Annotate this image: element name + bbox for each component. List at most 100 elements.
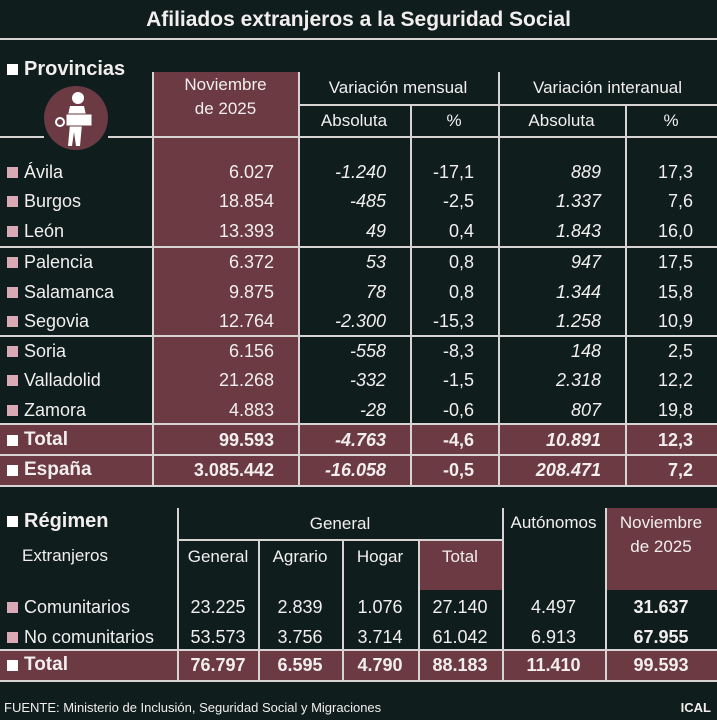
table-cell: 15,8 [657,281,693,302]
table-cell: 807 [570,399,601,420]
header-autonomos: Autónomos [510,513,597,532]
row-name: Soria [24,340,67,361]
table-cell: 10,9 [657,310,693,331]
bullet-icon [7,195,18,207]
row-label: León [0,216,64,246]
page-title: Afiliados extranjeros a la Seguridad Soc… [0,0,717,40]
table-cell: -332 [349,369,386,390]
table-cell: 67.955 [633,626,689,647]
table-cell: -17,1 [432,161,474,182]
month-column-bg [153,72,298,424]
bullet-icon [7,345,18,357]
row-label: Soria [0,336,66,366]
table-cell: 2,5 [667,340,693,361]
bullet-icon [7,434,18,446]
header-general-group: General [309,514,371,533]
table-cell: 61.042 [432,626,488,647]
table-cell: 19,8 [657,399,693,420]
worker-with-toolbox-icon [44,86,108,150]
source-note: FUENTE: Ministerio de Inclusión, Segurid… [4,700,382,715]
brand-logo: ICAL [680,700,711,715]
row-name: España [24,459,92,480]
bullet-icon [7,464,18,476]
bullet-icon [7,256,18,268]
table-cell: 1.258 [555,310,601,331]
header-mensual: Variación mensual [328,78,468,97]
table-cell: 76.797 [190,654,246,675]
table-cell: 2.839 [277,596,323,617]
table-cell: 0,8 [448,251,474,272]
table-cell: 3.085.442 [193,459,274,480]
table-cell: 99.593 [218,429,274,450]
row-name: Comunitarios [24,596,131,617]
row-name: Valladolid [24,369,101,390]
table-cell: 0,4 [448,220,474,241]
table-cell: 16,0 [657,220,693,241]
table-cell: 49 [365,220,386,241]
table-cell: 208.471 [535,459,601,480]
row-label: Ávila [0,157,63,187]
header-general: General [187,547,249,566]
table-cell: 4.883 [228,399,274,420]
bullet-icon [7,225,18,237]
table-cell: 12,2 [657,369,693,390]
table-cell: 10.891 [545,429,601,450]
table-cell: 53 [365,251,386,272]
table-cell: 12,3 [657,429,693,450]
table-cell: 1.076 [357,596,403,617]
header-abs-mensual: Absoluta [320,111,388,130]
table-cell: 148 [570,340,601,361]
table-cell: 0,8 [448,281,474,302]
table-cell: 21.268 [218,369,274,390]
row-label: Salamanca [0,277,114,307]
table-cell: 31.637 [633,596,689,617]
table-cell: -4.763 [334,429,386,450]
table-cell: 3.714 [357,626,403,647]
table-cell: 27.140 [432,596,488,617]
table-cell: -2.300 [334,310,386,331]
table-cell: -0,5 [442,459,474,480]
bullet-icon [7,659,18,671]
row-label: España [0,455,92,485]
row-label: Comunitarios [0,592,130,622]
bullet-icon [7,63,18,75]
table-cell: 17,3 [657,161,693,182]
table-cell: -1.240 [334,161,386,182]
table-cell: 6.027 [228,161,274,182]
row-label: Total [0,425,68,455]
row-label: Zamora [0,395,86,425]
table-cell: 6.913 [530,626,577,647]
header-abs-interanual: Absoluta [528,111,595,130]
header-month-2: Noviembre de 2025 [619,513,703,556]
table-cell: -2,5 [442,190,474,211]
bullet-icon [7,374,18,386]
header-total: Total [442,547,478,566]
table-cell: 1.843 [555,220,601,241]
table-cell: 99.593 [633,654,689,675]
header-pct-mensual: % [446,111,462,130]
row-label: Valladolid [0,365,101,395]
table-cell: 4.497 [530,596,577,617]
header-interanual: Variación interanual [533,78,682,97]
row-label: Palencia [0,247,93,277]
row-name: Burgos [24,190,82,211]
table-cell: -8,3 [442,340,474,361]
table-cell: -558 [349,340,386,361]
header-pct-interanual: % [663,111,679,130]
table-cell: -0,6 [442,399,474,420]
bullet-icon [7,515,18,527]
table-cell: 12.764 [218,310,274,331]
row-name: Zamora [24,399,87,420]
table-cell: 7,6 [667,190,693,211]
table-cell: 6.372 [228,251,274,272]
table-cell: -28 [359,399,386,420]
row-name: No comunitarios [24,626,155,647]
table-cell: 88.183 [432,654,488,675]
header-month: Noviembre de 2025 [184,75,267,118]
table-cell: 23.225 [190,596,246,617]
row-label: Burgos [0,186,81,216]
table-cell: 78 [365,281,386,302]
table-cell: 53.573 [190,626,246,647]
header-agrario: Agrario [272,547,328,566]
table-cell: 18.854 [218,190,274,211]
